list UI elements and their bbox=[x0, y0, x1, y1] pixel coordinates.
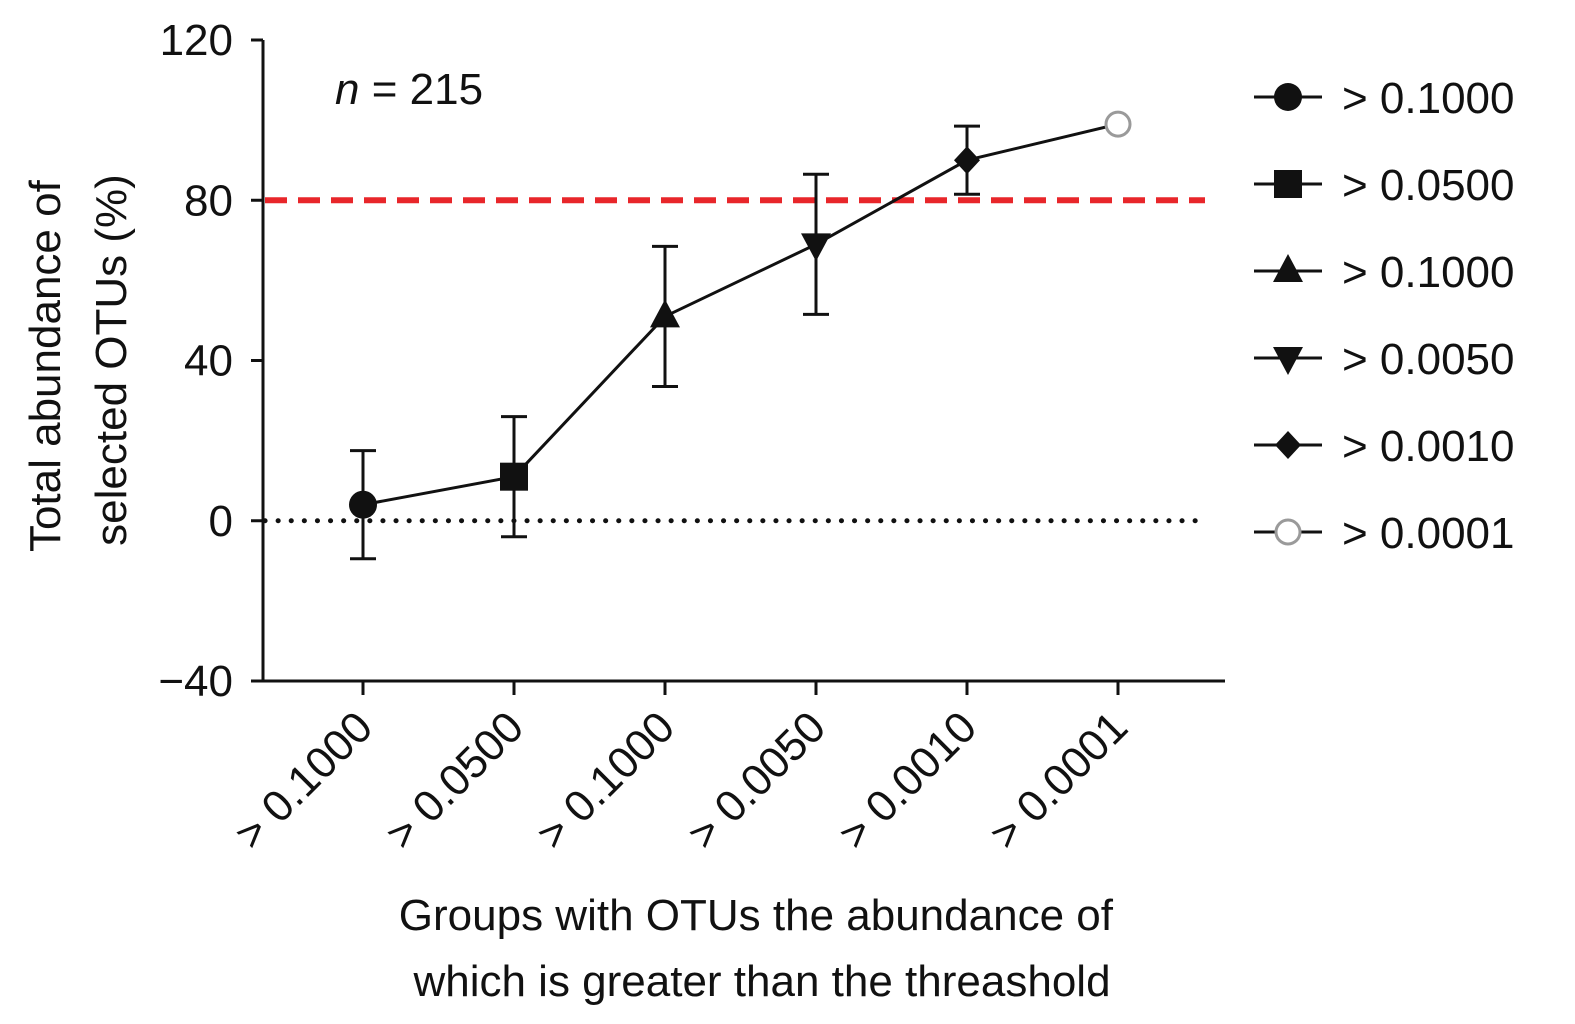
reference-lines bbox=[262, 197, 1208, 524]
legend-item: > 0.0010 bbox=[1254, 422, 1515, 471]
y-tick-label: 40 bbox=[184, 337, 233, 386]
legend-label: > 0.0050 bbox=[1342, 335, 1515, 384]
x-tick-label: > 0.0001 bbox=[980, 702, 1137, 859]
legend-item: > 0.1000 bbox=[1254, 74, 1515, 123]
annotation-n: n bbox=[335, 65, 359, 114]
y-axis-title-line-2: selected OTUs (%) bbox=[87, 174, 136, 546]
x-tick-label: > 0.0050 bbox=[678, 702, 835, 859]
legend-marker-diamond bbox=[1275, 431, 1301, 459]
legend-marker-square bbox=[1274, 170, 1302, 198]
y-tick-label: 120 bbox=[160, 16, 233, 65]
x-axis-title: Groups with OTUs the abundance of which … bbox=[399, 891, 1125, 1006]
legend-item: > 0.0001 bbox=[1254, 509, 1515, 558]
data-point-triangle-up bbox=[650, 299, 680, 328]
legend-item: > 0.0500 bbox=[1254, 161, 1515, 210]
legend-label: > 0.1000 bbox=[1342, 248, 1515, 297]
data-series bbox=[349, 110, 1132, 561]
annotation-value: = 215 bbox=[359, 65, 483, 114]
legend-marker-open-circle bbox=[1274, 518, 1302, 546]
legend-item: > 0.0050 bbox=[1254, 335, 1515, 384]
data-point-square bbox=[500, 462, 528, 491]
y-axis-title-line-1: Total abundance of bbox=[21, 179, 70, 552]
y-tick-label: 0 bbox=[209, 497, 233, 546]
x-axis-title-line-2: which is greater than the threashold bbox=[412, 957, 1110, 1006]
legend-label: > 0.0010 bbox=[1342, 422, 1515, 471]
legend-label: > 0.1000 bbox=[1342, 74, 1515, 123]
x-tick-label: > 0.0500 bbox=[376, 702, 533, 859]
y-tick-label: 80 bbox=[184, 176, 233, 225]
x-tick-label: > 0.1000 bbox=[225, 702, 382, 859]
sample-size-annotation: n = 215 bbox=[335, 65, 483, 114]
x-tick-label: > 0.1000 bbox=[527, 702, 684, 859]
legend-label: > 0.0001 bbox=[1342, 509, 1515, 558]
y-axis-title: Total abundance of selected OTUs (%) bbox=[21, 168, 136, 552]
series-line bbox=[362, 122, 1119, 507]
data-point-open-circle bbox=[1104, 110, 1132, 138]
x-axis-title-line-1: Groups with OTUs the abundance of bbox=[399, 891, 1114, 940]
legend-label: > 0.0500 bbox=[1342, 161, 1515, 210]
data-point-circle bbox=[349, 490, 377, 519]
legend-marker-circle bbox=[1274, 83, 1302, 111]
legend-marker-triangle-down bbox=[1273, 347, 1303, 375]
x-tick-label: > 0.0010 bbox=[829, 702, 986, 859]
data-point-triangle-down bbox=[801, 233, 831, 262]
legend-marker-triangle-up bbox=[1273, 254, 1303, 282]
y-tick-label: −40 bbox=[158, 657, 233, 706]
data-point-diamond bbox=[954, 146, 980, 175]
legend: > 0.1000 > 0.0500 > 0.1000 > 0.0050 > 0.0010… bbox=[1254, 74, 1515, 558]
legend-item: > 0.1000 bbox=[1254, 248, 1515, 297]
